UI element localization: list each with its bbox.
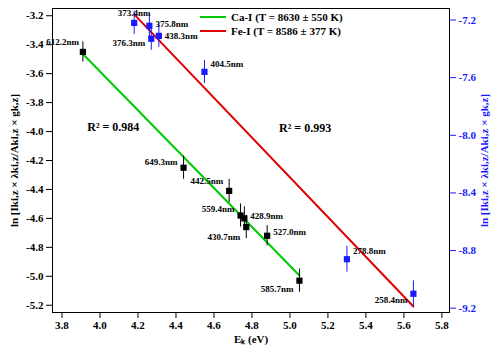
- svg-text:3.8: 3.8: [55, 319, 69, 331]
- svg-text:-4.0: -4.0: [26, 125, 44, 137]
- svg-text:5.2: 5.2: [321, 319, 335, 331]
- svg-text:4.8: 4.8: [245, 319, 259, 331]
- svg-text:-5.2: -5.2: [26, 299, 44, 311]
- svg-text:-8.8: -8.8: [459, 244, 477, 256]
- svg-text:-7.2: -7.2: [459, 14, 477, 26]
- svg-text:527.0nm: 527.0nm: [273, 227, 306, 237]
- svg-text:376.3nm: 376.3nm: [113, 38, 146, 48]
- svg-text:5.4: 5.4: [359, 319, 373, 331]
- svg-text:Eₖ (eV): Eₖ (eV): [234, 333, 269, 346]
- svg-text:438.3nm: 438.3nm: [165, 31, 198, 41]
- svg-text:404.5nm: 404.5nm: [210, 59, 243, 69]
- svg-text:-4.8: -4.8: [26, 241, 44, 253]
- svg-text:-3.2: -3.2: [26, 9, 44, 21]
- svg-text:-4.6: -4.6: [26, 212, 44, 224]
- svg-text:4.2: 4.2: [131, 319, 145, 331]
- svg-text:-9.2: -9.2: [459, 302, 477, 314]
- svg-text:-4.2: -4.2: [26, 154, 44, 166]
- svg-text:373.4nm: 373.4nm: [118, 8, 151, 18]
- svg-text:258.4nm: 258.4nm: [375, 295, 408, 305]
- svg-text:585.7nm: 585.7nm: [261, 284, 294, 294]
- svg-text:ln [Iki,z × λki,z/Aki,z × gk,z: ln [Iki,z × λki,z/Aki,z × gk,z]: [478, 94, 490, 227]
- svg-text:430.7nm: 430.7nm: [207, 232, 240, 242]
- svg-text:649.3nm: 649.3nm: [145, 157, 178, 167]
- svg-text:4.6: 4.6: [207, 319, 221, 331]
- svg-text:442.5nm: 442.5nm: [190, 176, 223, 186]
- svg-text:-8.0: -8.0: [459, 129, 477, 141]
- svg-text:-3.8: -3.8: [26, 96, 44, 108]
- html-text:Fe-I (T = 8586 ± 377 K): Fe-I (T = 8586 ± 377 K): [231, 25, 341, 37]
- svg-text:-4.4: -4.4: [26, 183, 44, 195]
- svg-text:5.0: 5.0: [283, 319, 297, 331]
- svg-text:612.2nm: 612.2nm: [46, 37, 79, 47]
- svg-text:-8.4: -8.4: [459, 186, 477, 198]
- html-text:Ca-I (T = 8630 ± 550 K): Ca-I (T = 8630 ± 550 K): [231, 11, 343, 23]
- svg-text:-5.0: -5.0: [26, 270, 44, 282]
- svg-text:5.6: 5.6: [397, 319, 411, 331]
- svg-text:428.9nm: 428.9nm: [250, 211, 283, 221]
- svg-text:4.0: 4.0: [93, 319, 107, 331]
- svg-text:375.8nm: 375.8nm: [155, 19, 188, 29]
- svg-text:R² = 0.984: R² = 0.984: [87, 120, 139, 134]
- svg-text:-7.6: -7.6: [459, 71, 477, 83]
- svg-text:278.8nm: 278.8nm: [353, 246, 386, 256]
- svg-text:4.4: 4.4: [169, 319, 183, 331]
- svg-text:R² = 0.993: R² = 0.993: [279, 121, 331, 135]
- svg-text:ln [Iki,z × λki,z/Aki,z × gk,z: ln [Iki,z × λki,z/Aki,z × gk,z]: [8, 94, 20, 227]
- svg-text:-3.4: -3.4: [26, 38, 44, 50]
- svg-text:-3.6: -3.6: [26, 67, 44, 79]
- svg-text:559.4nm: 559.4nm: [202, 204, 235, 214]
- svg-text:5.8: 5.8: [435, 319, 449, 331]
